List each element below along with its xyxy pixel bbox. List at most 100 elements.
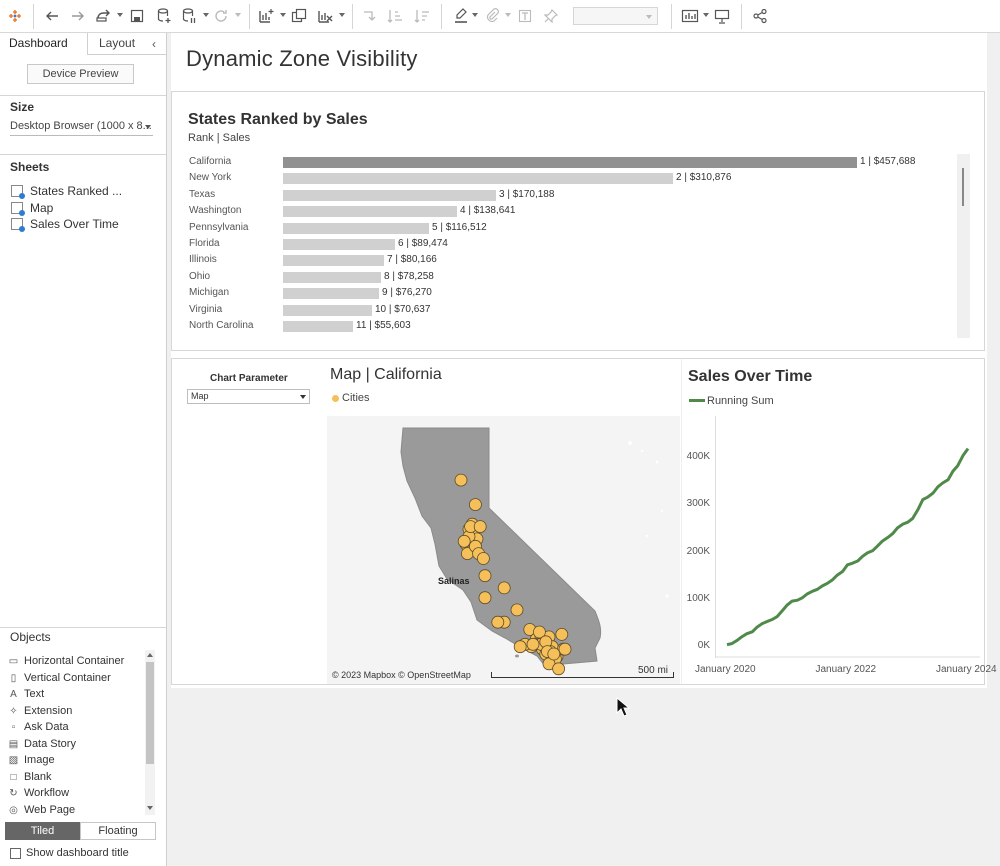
new-datasource-icon[interactable] [156,6,172,26]
text-icon[interactable] [517,6,533,26]
bar-chart-scroll-thumb[interactable] [962,168,964,206]
city-point[interactable] [478,569,492,583]
replay-icon[interactable] [94,6,114,26]
object-blank[interactable]: □ Blank [8,769,51,785]
object-horizontal-container[interactable]: ▭ Horizontal Container [8,653,125,669]
worksheet-icon [11,202,25,216]
bar[interactable] [283,255,384,267]
line-chart-plot[interactable] [715,416,980,658]
redo-icon[interactable] [69,6,87,26]
show-title-checkbox[interactable] [10,848,21,859]
object-label: Horizontal Container [24,655,125,667]
sheet-item-map[interactable]: Map [11,200,53,216]
bar-category-label: Washington [189,205,242,217]
highlight-icon[interactable] [453,6,469,26]
bar[interactable] [283,288,379,300]
bar-chart-scrollbar[interactable] [957,154,970,338]
y-tick-label: 200K [686,545,710,557]
pin-icon[interactable] [543,6,559,26]
sheet-item-sales-over-time[interactable]: Sales Over Time [11,216,119,232]
city-point[interactable] [532,625,546,639]
parameter-label: Chart Parameter [210,373,288,384]
sheet-item-states-ranked[interactable]: States Ranked ... [11,183,122,199]
scroll-up-icon[interactable] [147,653,153,657]
object-web-page[interactable]: ◎ Web Page [8,802,75,818]
object-label: Image [24,754,55,766]
bar[interactable] [283,271,381,283]
duplicate-icon[interactable] [290,6,308,26]
fit-select[interactable] [573,7,658,25]
object-extension[interactable]: ✧ Extension [8,703,72,719]
object-vertical-container[interactable]: ▯ Vertical Container [8,670,111,686]
sheet-label: States Ranked ... [30,184,123,198]
city-point[interactable] [454,473,468,487]
city-point[interactable] [513,640,527,654]
new-worksheet-icon[interactable] [257,6,275,26]
bar-value-label: 3 | $170,188 [499,188,555,200]
city-point[interactable] [552,662,566,676]
objects-scroll-thumb[interactable] [146,662,154,764]
city-point[interactable] [555,627,569,641]
city-point[interactable] [476,552,490,565]
city-point[interactable] [457,534,471,548]
city-point[interactable] [473,520,487,533]
sort-descending-icon[interactable] [414,6,430,26]
tiled-button[interactable]: Tiled [5,822,80,840]
scroll-down-icon[interactable] [147,806,153,810]
object-workflow[interactable]: ↻ Workflow [8,785,69,801]
parameter-select[interactable]: Map [187,389,310,404]
attach-icon[interactable] [484,6,500,26]
bar[interactable] [283,157,857,168]
device-preview-button[interactable]: Device Preview [27,64,134,84]
clear-icon[interactable] [316,6,334,26]
map-area[interactable] [327,416,680,684]
bar-chart-subtitle: Rank | Sales [188,132,251,144]
show-me-icon[interactable] [680,6,700,26]
object-ask-data[interactable]: ▫ Ask Data [8,719,69,735]
extension-icon: ✧ [9,705,18,717]
bar-chart-title: States Ranked by Sales [188,111,368,128]
size-select[interactable]: Desktop Browser (1000 x 8... [10,120,153,136]
object-label: Vertical Container [24,672,111,684]
map-land-specks [628,441,669,598]
object-image[interactable]: ▧ Image [8,752,55,768]
x-tick-label: January 2024 [936,664,997,675]
bar[interactable] [283,239,395,250]
data-story-icon: ▤ [8,738,19,750]
object-text[interactable]: A Text [8,686,44,702]
city-point[interactable] [468,498,482,511]
city-point[interactable] [547,647,561,661]
share-icon[interactable] [751,6,769,26]
map-attribution[interactable]: © 2023 Mapbox © OpenStreetMap [332,670,471,680]
bar[interactable] [283,321,353,332]
bar[interactable] [283,189,496,201]
city-point[interactable] [510,603,524,617]
bar[interactable] [283,222,429,234]
sales-over-time-panel[interactable] [681,358,985,685]
floating-button[interactable]: Floating [80,822,156,840]
collapse-panel-icon[interactable]: ‹ [152,37,156,51]
city-point[interactable] [478,591,492,605]
city-point[interactable] [526,637,540,651]
y-tick-label: 400K [686,451,710,463]
object-label: Text [24,688,45,700]
city-point[interactable] [491,615,505,629]
city-point[interactable] [497,581,511,595]
tableau-logo-icon[interactable] [6,6,24,26]
bar[interactable] [283,206,457,218]
undo-icon[interactable] [43,6,61,26]
tab-dashboard[interactable]: Dashboard [0,33,88,55]
swap-icon[interactable] [361,6,377,26]
object-data-story[interactable]: ▤ Data Story [8,736,76,752]
bar[interactable] [283,173,673,185]
presentation-icon[interactable] [713,6,731,26]
x-tick-label: January 2022 [815,664,877,675]
sort-ascending-icon[interactable] [387,6,403,26]
refresh-icon[interactable] [212,6,230,26]
pause-updates-icon[interactable] [181,6,197,26]
bar[interactable] [283,304,372,316]
save-icon[interactable] [129,6,145,26]
city-point[interactable] [558,642,572,656]
bar-category-label: North Carolina [189,320,254,331]
tab-layout[interactable]: Layout [99,36,136,50]
